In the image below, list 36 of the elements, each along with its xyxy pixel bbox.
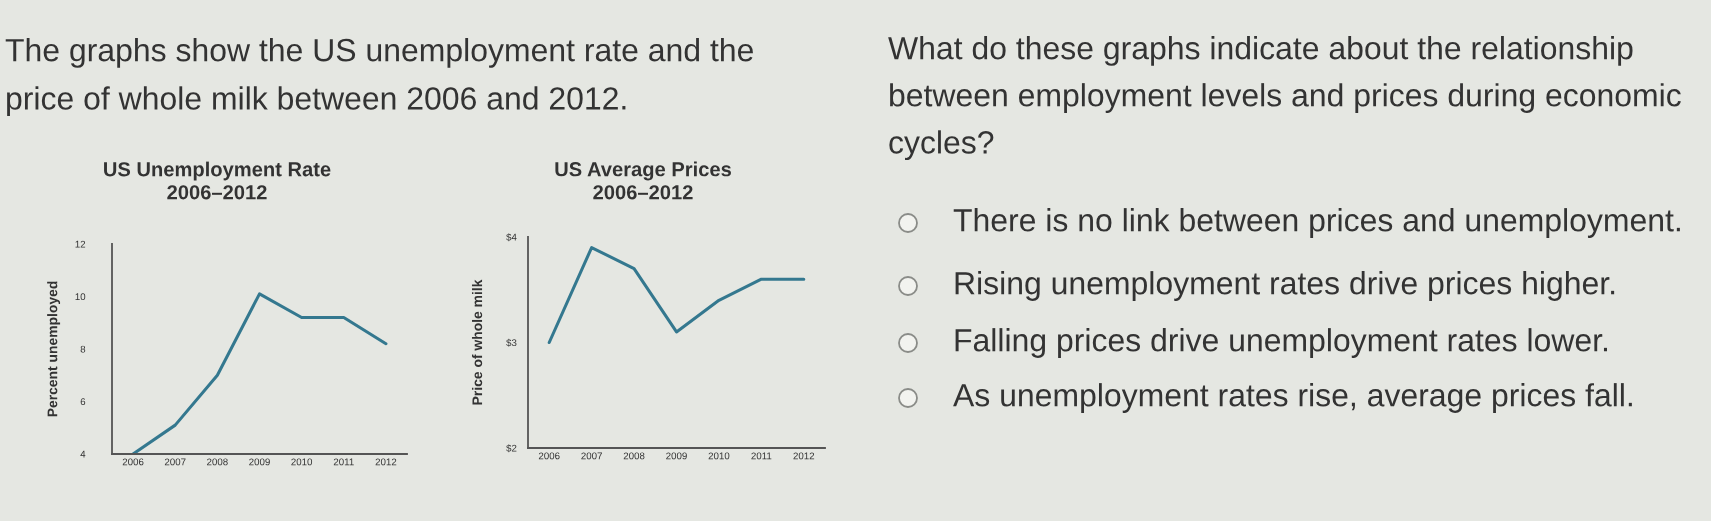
y-tick-label: 6 (80, 398, 86, 406)
line-series (547, 246, 806, 345)
x-tick-label: 2011 (333, 458, 354, 466)
x-tick-label: 2011 (751, 452, 772, 460)
y-tick-label: $3 (506, 338, 517, 347)
x-tick-label: 2006 (538, 452, 560, 460)
x-tick-label: 2012 (375, 458, 397, 466)
x-tick-label: 2007 (581, 452, 602, 460)
chart-title: US Unemployment Rate (104, 161, 331, 181)
y-tick-label: 10 (75, 293, 86, 301)
y-tick-label: $2 (506, 444, 517, 453)
y-axis-title: Price of whole milk (471, 279, 483, 405)
x-tick-label: 2008 (623, 452, 645, 460)
text: The graphs show the US unemployment rate and the price of whole milk between 2006 and 2012. (5, 38, 753, 117)
chart-subtitle: 2006–2012 (167, 185, 267, 200)
text: As unemployment rates rise, average prices fall. (953, 383, 1632, 413)
y-tick-label: $4 (506, 233, 517, 242)
x-tick-label: 2010 (708, 452, 730, 460)
x-tick-label: 2010 (291, 458, 313, 466)
line-series (131, 292, 388, 454)
y-tick-label: 4 (80, 450, 86, 458)
y-axis-title: Percent unemployed (47, 281, 61, 417)
chart-title: US Average Prices (555, 161, 731, 181)
x-tick-label: 2009 (249, 458, 270, 466)
x-tick-label: 2008 (207, 458, 228, 466)
text: There is no link between prices and unemployment. (953, 208, 1680, 238)
text: What do these graphs indicate about the relationship between employment levels and prices during economic cycles? (888, 36, 1681, 161)
text: Falling prices drive unemployment rates lower. (955, 328, 1608, 358)
y-tick-label: 8 (80, 345, 86, 353)
x-tick-label: 2009 (666, 452, 687, 460)
y-tick-label: 12 (75, 240, 86, 248)
chart-subtitle: 2006–2012 (593, 185, 693, 200)
x-tick-label: 2012 (793, 452, 815, 460)
x-tick-label: 2007 (164, 458, 186, 466)
text: Rising unemployment rates drive prices higher. (955, 271, 1615, 301)
x-tick-label: 2006 (122, 458, 144, 466)
